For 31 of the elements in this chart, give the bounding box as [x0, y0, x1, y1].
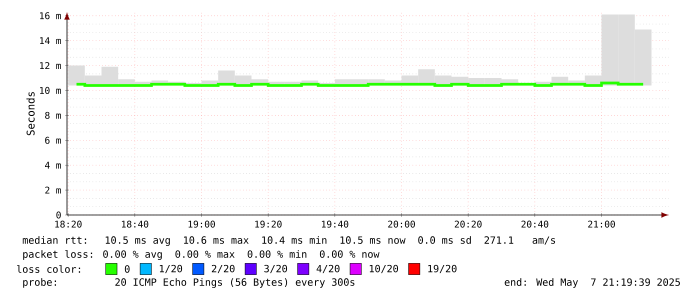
- x-tick-label: 19:20: [255, 220, 282, 228]
- x-tick-label: 20:40: [521, 220, 548, 228]
- text: median rtt: 10.5 ms avg 10.6 ms max 10.4 ms min 10.5 ms now 0.0 ms sd 271.1 am/s: [22, 236, 556, 246]
- legend-label: 1/20: [160, 264, 182, 274]
- legend-label: 3/20: [264, 264, 288, 274]
- legend-label: 0: [124, 265, 130, 273]
- y-axis-title: Seconds: [26, 92, 35, 136]
- legend-title: loss color:: [17, 265, 80, 273]
- x-tick-label: 19:00: [188, 220, 215, 228]
- legend-label: 2/20: [212, 264, 235, 274]
- y-tick-label: 16 m: [40, 12, 61, 20]
- x-tick-label: 20:00: [388, 220, 415, 228]
- text: probe: 20 ICMP Echo Pings (56 Bytes) every 300s: [23, 278, 354, 288]
- x-tick-label: 21:00: [588, 220, 615, 228]
- legend-label: 19/20: [428, 264, 457, 274]
- legend-label: 10/20: [370, 264, 398, 274]
- x-tick-label: 18:40: [122, 220, 148, 228]
- y-tick-label: 6 m: [45, 136, 61, 144]
- y-tick-label: 4 m: [45, 162, 61, 169]
- y-tick-label: 12 m: [40, 62, 61, 70]
- x-tick-label: 19:40: [322, 220, 348, 228]
- text: packet loss: 0.00 % avg 0.00 % max 0.00 % min 0.00 % now: [23, 250, 380, 260]
- legend-label: 4/20: [316, 264, 340, 274]
- y-tick-label: 14 m: [40, 37, 61, 44]
- y-tick-label: 2 m: [45, 186, 61, 194]
- y-tick-label: 0: [56, 211, 61, 219]
- y-tick-label: 10 m: [40, 86, 61, 94]
- y-tick-label: 8 m: [45, 112, 61, 119]
- x-tick-label: 20:20: [454, 220, 482, 228]
- x-tick-label: 18:20: [55, 220, 82, 228]
- text: end: Wed May 7 21:19:39 2025: [504, 278, 680, 288]
